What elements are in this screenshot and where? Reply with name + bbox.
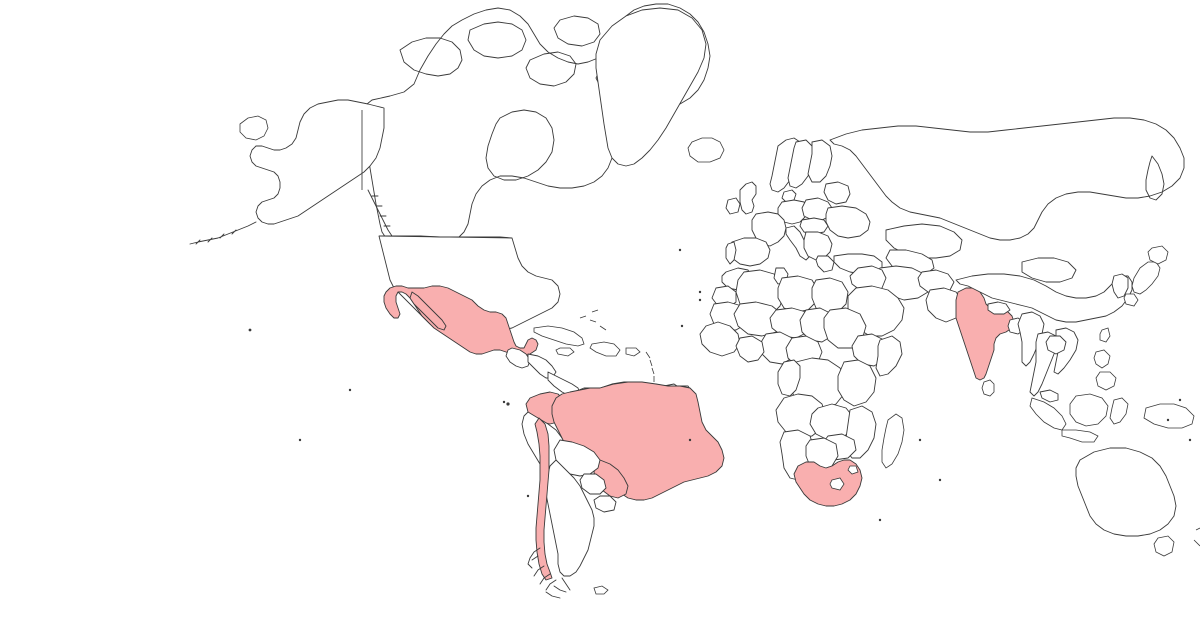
island-tasmania[interactable] <box>1153 535 1175 557</box>
country-kenya-tanzania[interactable] <box>838 360 876 406</box>
island-jamaica[interactable] <box>555 347 575 357</box>
country-alaska[interactable] <box>250 100 384 224</box>
country-italy[interactable] <box>786 226 810 260</box>
alaska-panhandle <box>367 189 393 237</box>
island-speck-pacific-4 <box>298 438 302 442</box>
hudson-bay-coastline <box>485 109 555 181</box>
island-speck-pacific-2 <box>1166 418 1170 422</box>
country-brazil[interactable] <box>552 382 724 500</box>
island-falklands <box>593 585 609 595</box>
country-cambodia-laos[interactable] <box>1046 336 1066 354</box>
country-greece[interactable] <box>816 256 834 272</box>
island-puerto-rico[interactable] <box>625 347 641 357</box>
country-korea[interactable] <box>1112 274 1128 298</box>
island-juan-fernandez <box>526 494 530 498</box>
island-galapagos-2 <box>502 400 506 404</box>
island-philippines[interactable] <box>1093 349 1117 391</box>
island-galapagos <box>506 402 510 406</box>
country-austria-hungary[interactable] <box>800 218 828 234</box>
island-sri-lanka[interactable] <box>981 379 995 397</box>
arctic-islands-coastline <box>399 15 637 93</box>
island-speck-pacific-3 <box>1188 438 1192 442</box>
country-paraguay[interactable] <box>580 474 606 494</box>
island-bahamas <box>579 309 607 331</box>
island-speck-hawaii <box>248 328 252 332</box>
country-greenland[interactable] <box>596 8 706 166</box>
island-wrangel <box>239 115 269 141</box>
country-uruguay[interactable] <box>594 496 616 512</box>
island-iceland[interactable] <box>687 137 725 163</box>
country-lesotho[interactable] <box>829 477 845 491</box>
country-finland[interactable] <box>808 140 832 182</box>
kamchatka-coastline <box>1145 155 1165 201</box>
island-cuba[interactable] <box>533 325 585 347</box>
country-eswatini[interactable] <box>847 465 859 475</box>
country-france[interactable] <box>752 212 786 246</box>
country-west-africa-coast[interactable] <box>700 322 740 356</box>
country-argentina[interactable] <box>546 460 594 576</box>
island-speck-cape-verde <box>680 324 684 328</box>
country-somalia[interactable] <box>876 336 902 376</box>
tierra-del-fuego <box>527 547 571 599</box>
country-romania-ukraine[interactable] <box>826 206 870 238</box>
island-borneo[interactable] <box>1069 393 1109 427</box>
country-guatemala-belize[interactable] <box>506 348 530 368</box>
country-ghana-togo-benin[interactable] <box>736 336 764 362</box>
country-australia[interactable] <box>1076 448 1176 536</box>
country-ireland[interactable] <box>726 198 740 214</box>
island-speck-pacific-5 <box>348 388 352 392</box>
island-new-guinea[interactable] <box>1143 403 1195 429</box>
island-speck-indian-2 <box>938 478 942 482</box>
island-japan-kyushu[interactable] <box>1123 293 1139 307</box>
country-chile[interactable] <box>535 418 552 580</box>
country-mongolia[interactable] <box>1022 258 1076 282</box>
country-belarus-baltics[interactable] <box>824 182 850 204</box>
country-south-africa[interactable] <box>794 460 862 506</box>
island-sulawesi[interactable] <box>1109 397 1129 425</box>
country-united-kingdom[interactable] <box>740 182 756 214</box>
island-speck-atlantic-1 <box>698 298 702 302</box>
island-speck-atlantic-2 <box>688 438 692 442</box>
island-new-zealand[interactable] <box>1193 527 1200 547</box>
island-taiwan[interactable] <box>1099 327 1111 343</box>
country-mexico-baja[interactable] <box>410 292 446 330</box>
island-japan-hokkaido[interactable] <box>1147 245 1169 265</box>
us-canada-border <box>378 235 513 239</box>
island-speck-azores <box>678 248 682 252</box>
country-kazakhstan[interactable] <box>886 224 962 258</box>
island-speck-southern-1 <box>878 518 882 522</box>
country-portugal[interactable] <box>726 242 736 264</box>
island-hispaniola[interactable] <box>589 341 621 357</box>
island-speck-pacific-1 <box>1178 398 1182 402</box>
country-germany[interactable] <box>778 200 808 224</box>
island-speck-indian-1 <box>918 438 922 442</box>
country-gabon-congo[interactable] <box>778 360 800 396</box>
country-nepal[interactable] <box>988 302 1010 314</box>
island-speck-canaries <box>698 290 702 294</box>
country-malaysia[interactable] <box>1040 390 1058 402</box>
island-madagascar[interactable] <box>881 413 905 469</box>
country-russia[interactable] <box>830 118 1184 240</box>
island-java[interactable] <box>1061 429 1099 443</box>
country-myanmar[interactable] <box>1018 312 1044 366</box>
aleutian-islands <box>189 221 257 245</box>
country-china[interactable] <box>956 274 1132 322</box>
